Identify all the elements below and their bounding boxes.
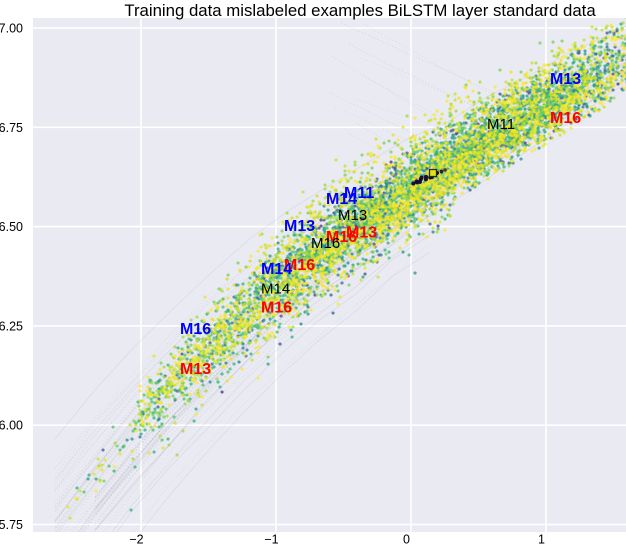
svg-text:M16: M16 xyxy=(326,229,357,246)
svg-text:M16: M16 xyxy=(180,321,211,338)
svg-text:M14: M14 xyxy=(326,191,357,208)
svg-text:M13: M13 xyxy=(346,225,377,242)
svg-text:M13: M13 xyxy=(284,218,315,235)
svg-text:M13: M13 xyxy=(180,361,211,378)
svg-text:6.00: 6.00 xyxy=(0,419,23,433)
svg-text:M13: M13 xyxy=(550,71,581,88)
svg-text:5.75: 5.75 xyxy=(0,518,23,532)
svg-text:M16: M16 xyxy=(284,257,315,274)
svg-text:6.25: 6.25 xyxy=(0,319,23,333)
svg-text:M16: M16 xyxy=(550,110,581,127)
svg-text:M14: M14 xyxy=(261,281,290,298)
svg-text:M13: M13 xyxy=(338,207,367,224)
svg-text:1: 1 xyxy=(538,533,545,547)
svg-text:−2: −2 xyxy=(129,533,143,547)
svg-text:M11: M11 xyxy=(487,116,515,133)
svg-text:Training data mislabeled examp: Training data mislabeled examples BiLSTM… xyxy=(124,1,596,20)
svg-text:M16: M16 xyxy=(261,300,292,317)
svg-text:6.75: 6.75 xyxy=(0,121,23,135)
svg-text:M16: M16 xyxy=(311,235,340,252)
svg-text:−1: −1 xyxy=(264,533,278,547)
svg-text:M14: M14 xyxy=(261,261,292,278)
svg-text:7.00: 7.00 xyxy=(0,22,23,36)
svg-text:6.50: 6.50 xyxy=(0,220,23,234)
svg-text:M11: M11 xyxy=(344,185,374,202)
svg-text:0: 0 xyxy=(403,533,410,547)
